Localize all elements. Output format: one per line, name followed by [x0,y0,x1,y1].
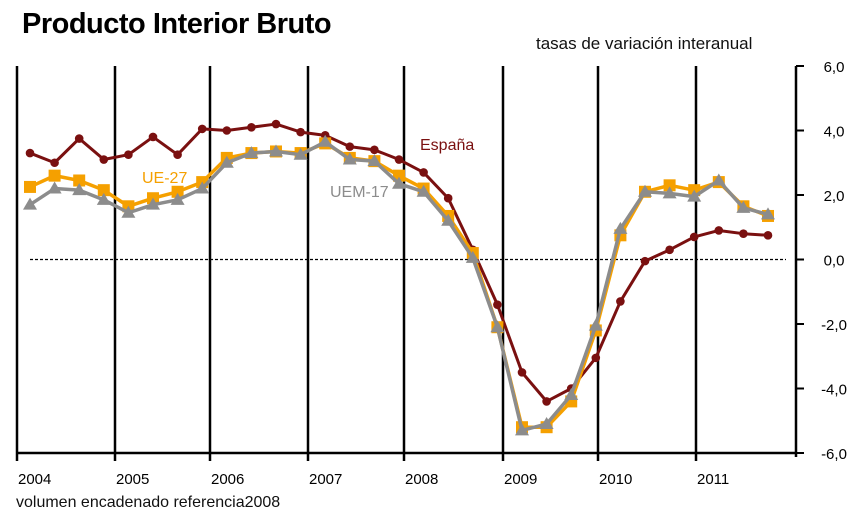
data-point [24,180,36,193]
data-point [124,150,133,159]
data-point [48,169,61,182]
x-tick-label: 2008 [405,471,438,488]
x-tick-label: 2011 [697,471,729,488]
data-point [269,144,283,157]
x-tick-label: 2007 [309,471,342,488]
data-point [47,181,62,194]
x-tick-label: 2009 [504,471,537,488]
chart-title: Producto Interior Bruto [22,8,332,40]
data-point [443,193,453,203]
x-tick-label: 2010 [599,471,632,488]
data-point [662,186,677,199]
data-point [539,416,554,429]
data-point [542,397,551,406]
data-point [493,300,502,309]
data-point [96,192,111,205]
data-point [367,154,382,167]
y-tick-label: 2,0 [824,188,845,205]
y-axis-ticks: 6,0 4,0 2,0 0,0 -2,0 -4,0 -6,0 [796,59,847,463]
data-point [394,155,404,164]
data-point [219,155,234,168]
data-point [171,185,184,198]
y-tick-label: 0,0 [824,253,845,270]
data-point [736,200,751,213]
data-point [711,173,726,186]
data-point [517,368,527,377]
series-label: UE-27 [142,170,187,187]
data-point [739,229,748,238]
data-point [25,148,35,158]
data-point [763,231,773,240]
data-point [714,226,724,235]
data-point [665,245,674,255]
data-point [121,205,136,218]
data-point [370,145,379,155]
data-point [419,168,428,177]
data-point [616,297,625,306]
series-espa-a [25,119,773,406]
y-tick-label: 4,0 [824,124,845,141]
data-point [244,146,259,159]
series-labels: España UE-27 UEM-17 [142,137,474,201]
data-point [247,122,256,132]
data-point [72,183,87,196]
x-tick-label: 2005 [116,471,149,488]
chart-footnote: volumen encadenado referencia2008 [16,494,281,511]
data-point [146,197,160,210]
data-point [613,221,628,234]
chart-frame [15,66,798,457]
data-point [170,192,185,205]
data-point [73,174,86,187]
data-point [416,184,431,197]
x-axis-ticks: 2004 2005 2006 2007 2008 2009 2010 2011 [15,66,729,488]
y-tick-label: 6,0 [824,59,845,76]
series-uem-17 [23,134,775,436]
y-tick-label: -4,0 [821,382,847,399]
x-tick-label: 2006 [211,471,244,488]
data-point [392,176,406,189]
data-point [50,158,59,168]
data-point [515,423,529,436]
data-point [318,134,333,147]
series-label: España [420,137,474,154]
data-point [588,318,603,331]
data-point [490,320,505,333]
data-point [638,184,652,197]
data-point [271,119,281,129]
data-point [441,213,456,226]
data-point [23,197,37,210]
data-point [296,127,305,137]
data-point [687,189,702,202]
chart-subtitle: tasas de variación interanual [536,34,753,53]
data-point [148,132,158,142]
data-point [342,152,357,165]
data-point [689,232,699,242]
data-point [564,387,579,400]
data-point [293,147,308,160]
data-point [761,207,775,220]
data-point [222,126,232,135]
data-point [99,155,109,164]
series-label: UEM-17 [330,184,389,201]
data-point [465,250,480,263]
x-tick-label: 2004 [18,471,51,488]
series-layer [23,119,775,436]
data-point [345,142,355,151]
data-point [74,134,84,143]
data-point [173,150,182,159]
series-line [29,122,769,403]
y-tick-label: -2,0 [821,317,847,334]
data-point [97,184,110,197]
data-point [195,181,210,194]
data-point [197,124,207,134]
data-point [640,256,650,266]
data-point [663,179,676,192]
data-point [591,353,601,363]
y-tick-label: -6,0 [821,446,847,463]
